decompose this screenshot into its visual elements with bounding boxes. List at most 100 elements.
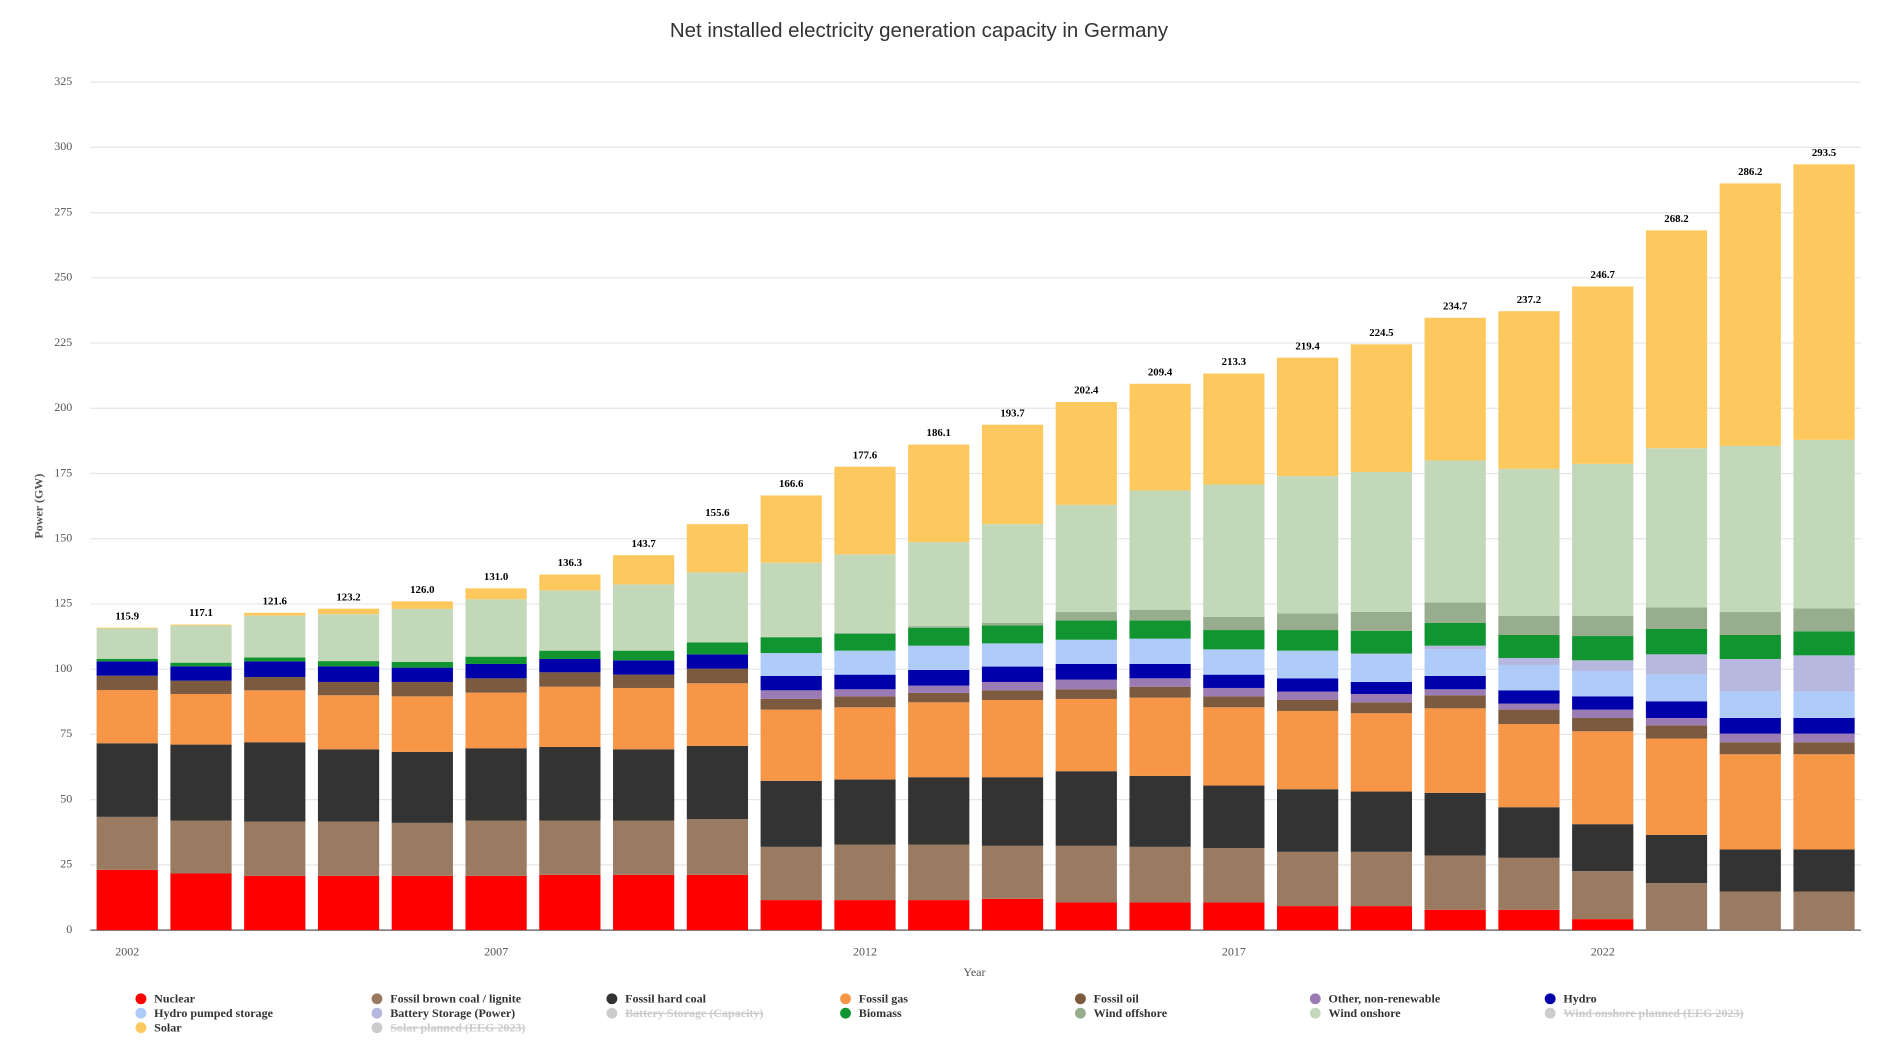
bar-segment (981, 699, 1044, 778)
bar-segment (1572, 615, 1634, 637)
bar-segment (760, 675, 822, 691)
y-tick-label: 25 (60, 857, 72, 871)
bar-segment (1203, 902, 1265, 931)
legend-label[interactable]: Hydro pumped storage (154, 1006, 273, 1020)
bar-segment (1055, 902, 1117, 931)
bar-segment (1719, 754, 1781, 850)
bar-segment (1498, 703, 1560, 710)
bar-segment (391, 822, 453, 876)
bar-segment (465, 588, 527, 600)
bar-segment (613, 874, 675, 931)
legend-label[interactable]: Fossil brown coal / lignite (390, 992, 521, 1006)
bar-segment (1129, 490, 1191, 610)
bar-segment (1572, 871, 1634, 920)
bar-segment (981, 524, 1044, 624)
legend-label[interactable]: Fossil gas (859, 992, 908, 1006)
bar-segment (686, 819, 749, 875)
bar-segment (981, 424, 1044, 525)
bar-segment (1129, 383, 1191, 491)
bar-segment (686, 745, 749, 820)
bar-segment (244, 661, 306, 678)
bar-segment (1793, 691, 1855, 718)
legend-label[interactable]: Wind onshore (1329, 1006, 1402, 1020)
bar-segment (1572, 709, 1634, 718)
bar-segment (317, 666, 380, 682)
legend-label[interactable]: Other, non-renewable (1329, 992, 1441, 1006)
bar-segment (1277, 699, 1339, 711)
bar-segment (760, 698, 822, 710)
bar-segment (1719, 742, 1781, 755)
bar-segment (686, 524, 749, 573)
bar-segment (613, 555, 675, 585)
bar-segment (686, 683, 749, 746)
legend-label[interactable]: Battery Storage (Capacity) (625, 1006, 763, 1020)
legend-label[interactable]: Battery Storage (Power) (390, 1006, 515, 1020)
bar-segment (170, 680, 232, 694)
bar-segment (1572, 286, 1634, 464)
legend-label[interactable]: Fossil oil (1094, 992, 1140, 1006)
legend-marker (1075, 1007, 1086, 1019)
bar-segment (1572, 731, 1634, 825)
legend-marker (371, 1007, 383, 1019)
bar-segment (613, 584, 675, 651)
bar-segment (244, 821, 306, 876)
bar-segment (1793, 655, 1855, 692)
bar-segment (1645, 448, 1708, 608)
bar-segment (760, 653, 822, 676)
bar-segment (1645, 607, 1708, 630)
total-label: 115.9 (115, 610, 139, 622)
bar-segment (96, 869, 158, 931)
bar-segment (1645, 629, 1708, 655)
bar-segment (1277, 710, 1339, 790)
bar-segment (834, 650, 896, 675)
legend-label[interactable]: Solar planned (EEG 2023) (390, 1021, 525, 1035)
bar-segment (170, 625, 232, 663)
legend-marker (135, 1007, 147, 1019)
bar-segment (1719, 717, 1781, 734)
bar-segment (1350, 681, 1413, 694)
legend-label[interactable]: Biomass (859, 1006, 902, 1020)
bar-segment (391, 608, 453, 662)
chart-title: Net installed electricity generation cap… (670, 19, 1169, 42)
x-axis-title: Year (963, 965, 985, 979)
bar-segment (1203, 687, 1265, 697)
bar-segment (1350, 611, 1413, 631)
bar-segment (1719, 733, 1781, 743)
bar-segment (1129, 775, 1191, 847)
legend-label[interactable]: Hydro (1563, 992, 1596, 1006)
bar-segment (465, 692, 527, 749)
total-label: 293.5 (1812, 147, 1837, 159)
legend-marker (606, 993, 618, 1005)
bar-segment (1350, 906, 1413, 931)
legend-label[interactable]: Nuclear (154, 992, 195, 1006)
bar-segment (1277, 851, 1339, 907)
bar-segment (981, 845, 1044, 899)
y-tick-label: 50 (60, 791, 72, 805)
bar-segment (1055, 402, 1117, 505)
bar-segment (1498, 635, 1560, 658)
bar-segment (908, 777, 970, 845)
bar-segment (686, 642, 749, 655)
legend-label[interactable]: Fossil hard coal (625, 992, 707, 1006)
bar-segment (1793, 742, 1855, 755)
bar-segment (1203, 707, 1265, 786)
bar-segment (1572, 660, 1634, 672)
x-tick-label: 2017 (1222, 945, 1246, 959)
legend-label[interactable]: Wind onshore planned (EEG 2023) (1563, 1006, 1743, 1020)
bar-segment (834, 632, 896, 634)
bar-segment (1498, 690, 1560, 704)
total-label: 186.1 (927, 427, 951, 439)
legend-label[interactable]: Wind offshore (1094, 1006, 1168, 1020)
bar-segment (834, 844, 896, 901)
total-label: 177.6 (853, 449, 878, 461)
bar-segment (317, 821, 380, 876)
bar-segment (96, 628, 158, 659)
bar-segment (1793, 439, 1855, 609)
bar-segment (170, 873, 232, 931)
bar-segment (1793, 754, 1855, 850)
y-tick-label: 275 (54, 204, 72, 218)
bar-segment (170, 624, 232, 626)
legend-label[interactable]: Solar (154, 1021, 182, 1035)
bar-segment (1277, 691, 1339, 700)
